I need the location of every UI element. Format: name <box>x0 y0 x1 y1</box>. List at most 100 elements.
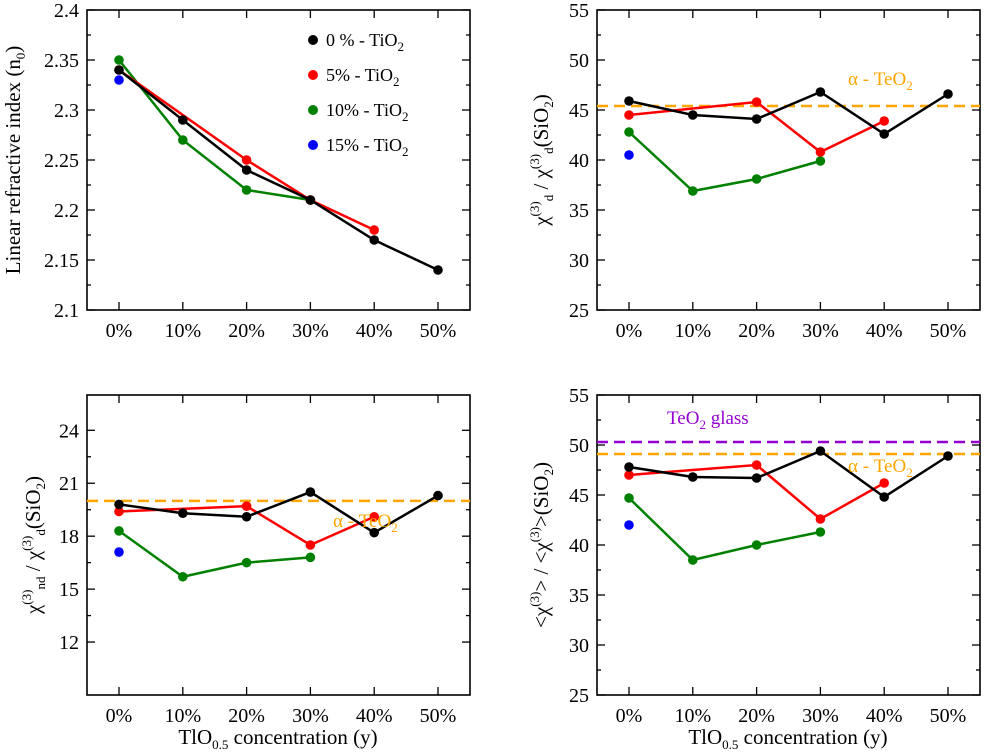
series-line <box>628 449 949 499</box>
data-point <box>369 511 380 522</box>
x-axis-label: TlO0.5 concentration (y) <box>688 725 887 752</box>
y-tick-label: 2.1 <box>54 300 79 322</box>
data-point <box>178 135 188 145</box>
data-point <box>114 526 124 536</box>
data-point <box>815 87 826 97</box>
data-point <box>241 155 252 165</box>
legend-label-10pct: 10% - TiO2 <box>326 100 409 124</box>
y-tick-label: 2.2 <box>54 200 79 222</box>
x-tick-label: 30% <box>292 705 329 727</box>
y-axis-label: <χ(3)> / <χ(3)>(SiO2) <box>527 462 556 628</box>
data-point <box>624 96 634 106</box>
data-point <box>943 451 953 461</box>
y-tick-label: 2.3 <box>54 100 79 122</box>
series-line <box>628 463 885 521</box>
data-point <box>815 514 826 524</box>
ticks: 0% 10% 20% 30% 40% 50% 2.1 2.15 2.2 2.25 2.3 2.35 2.… <box>44 0 470 342</box>
legend-label-5pct: 5% - TiO2 <box>326 65 400 89</box>
x-tick-label: 10% <box>674 705 711 727</box>
data-point <box>688 110 698 120</box>
legend: 0 % - TiO2 5% - TiO2 10% - TiO2 15% - Ti… <box>308 30 409 159</box>
data-point <box>241 185 252 195</box>
panel-refractive-index: 0% 10% 20% 30% 40% 50% 2.1 2.15 2.2 2.25 2.3 2.35 2.… <box>1 0 471 342</box>
y-tick-label: 2.35 <box>44 50 79 72</box>
series-line <box>118 69 439 272</box>
data-point <box>624 127 634 137</box>
data-point <box>624 470 634 480</box>
data-point <box>178 508 188 519</box>
data-point <box>751 97 762 107</box>
x-tick-label: 0% <box>616 320 643 342</box>
x-tick-label: 40% <box>356 320 393 342</box>
data-point <box>624 520 634 530</box>
data-point <box>433 265 443 275</box>
legend-label-15pct: 15% - TiO2 <box>326 135 409 159</box>
x-tick-label: 50% <box>420 705 457 727</box>
data-marks <box>624 87 953 196</box>
y-tick-label: 45 <box>569 485 589 507</box>
y-tick-label: 50 <box>569 435 589 457</box>
y-tick-label: 35 <box>569 200 589 222</box>
y-tick-label: 40 <box>569 150 589 172</box>
x-tick-label: 30% <box>292 320 329 342</box>
y-tick-label: 40 <box>569 535 589 557</box>
data-point <box>114 75 124 85</box>
data-point <box>433 490 443 501</box>
y-tick-label: 15 <box>59 579 79 601</box>
data-point <box>114 547 124 557</box>
x-tick-label: 50% <box>930 705 967 727</box>
data-point <box>369 527 380 538</box>
data-marks <box>114 487 443 582</box>
y-tick-label: 35 <box>569 585 589 607</box>
y-tick-label: 30 <box>569 250 589 272</box>
data-point <box>815 527 826 537</box>
x-tick-label: 40% <box>866 320 903 342</box>
series-line <box>628 90 949 136</box>
x-tick-label: 0% <box>106 320 133 342</box>
data-point <box>879 129 889 139</box>
x-tick-label: 50% <box>420 320 457 342</box>
y-axis-label: χ(3)d / χ(3)d(SiO2) <box>527 94 556 227</box>
data-point <box>241 511 252 522</box>
x-tick-label: 30% <box>802 705 839 727</box>
legend-label-0pct: 0 % - TiO2 <box>326 30 404 54</box>
y-tick-label: 24 <box>59 420 79 442</box>
panel-chi-nd: 0% 10% 20% 30% 40% 50% 12 15 18 21 24 χ(3)nd / χ(3… <box>19 394 471 752</box>
legend-marker-5pct <box>308 70 318 80</box>
data-point <box>688 186 698 196</box>
plot-frame <box>86 394 471 696</box>
series-line <box>628 100 885 154</box>
x-tick-label: 40% <box>866 705 903 727</box>
data-point <box>624 110 634 120</box>
data-point <box>241 501 252 511</box>
data-point <box>305 487 316 497</box>
data-point <box>879 478 889 488</box>
ticks: 0% 10% 20% 30% 40% 50% 12 15 18 21 24 <box>59 395 470 727</box>
data-point <box>751 473 762 483</box>
data-point <box>114 506 124 517</box>
legend-marker-10pct <box>308 105 318 115</box>
ticks: 0% 10% 20% 30% 40% 50% 25 30 35 40 45 50 55 <box>569 0 980 342</box>
ref-label-alpha-teo2: α - TeO2 <box>848 69 913 93</box>
y-tick-label: 2.15 <box>44 250 79 272</box>
series-line <box>628 497 821 562</box>
y-tick-label: 25 <box>569 300 589 322</box>
series-line <box>118 490 439 535</box>
data-point <box>688 472 698 482</box>
data-point <box>815 156 826 166</box>
ticks: 0% 10% 20% 30% 40% 50% 25 30 35 40 45 50 55 <box>569 385 980 727</box>
y-tick-label: 2.25 <box>44 150 79 172</box>
data-point <box>751 460 762 470</box>
reference-lines <box>597 440 980 456</box>
x-tick-label: 10% <box>674 320 711 342</box>
panel-chi-d: 0% 10% 20% 30% 40% 50% 25 30 35 40 45 50 55 χ(3)d / … <box>527 0 981 342</box>
series-line <box>628 131 821 193</box>
data-point <box>369 225 380 235</box>
data-marks <box>624 446 953 565</box>
y-tick-label: 45 <box>569 100 589 122</box>
data-point <box>879 492 889 502</box>
x-tick-label: 10% <box>164 320 201 342</box>
legend-marker-0pct <box>308 35 318 45</box>
x-tick-label: 30% <box>802 320 839 342</box>
